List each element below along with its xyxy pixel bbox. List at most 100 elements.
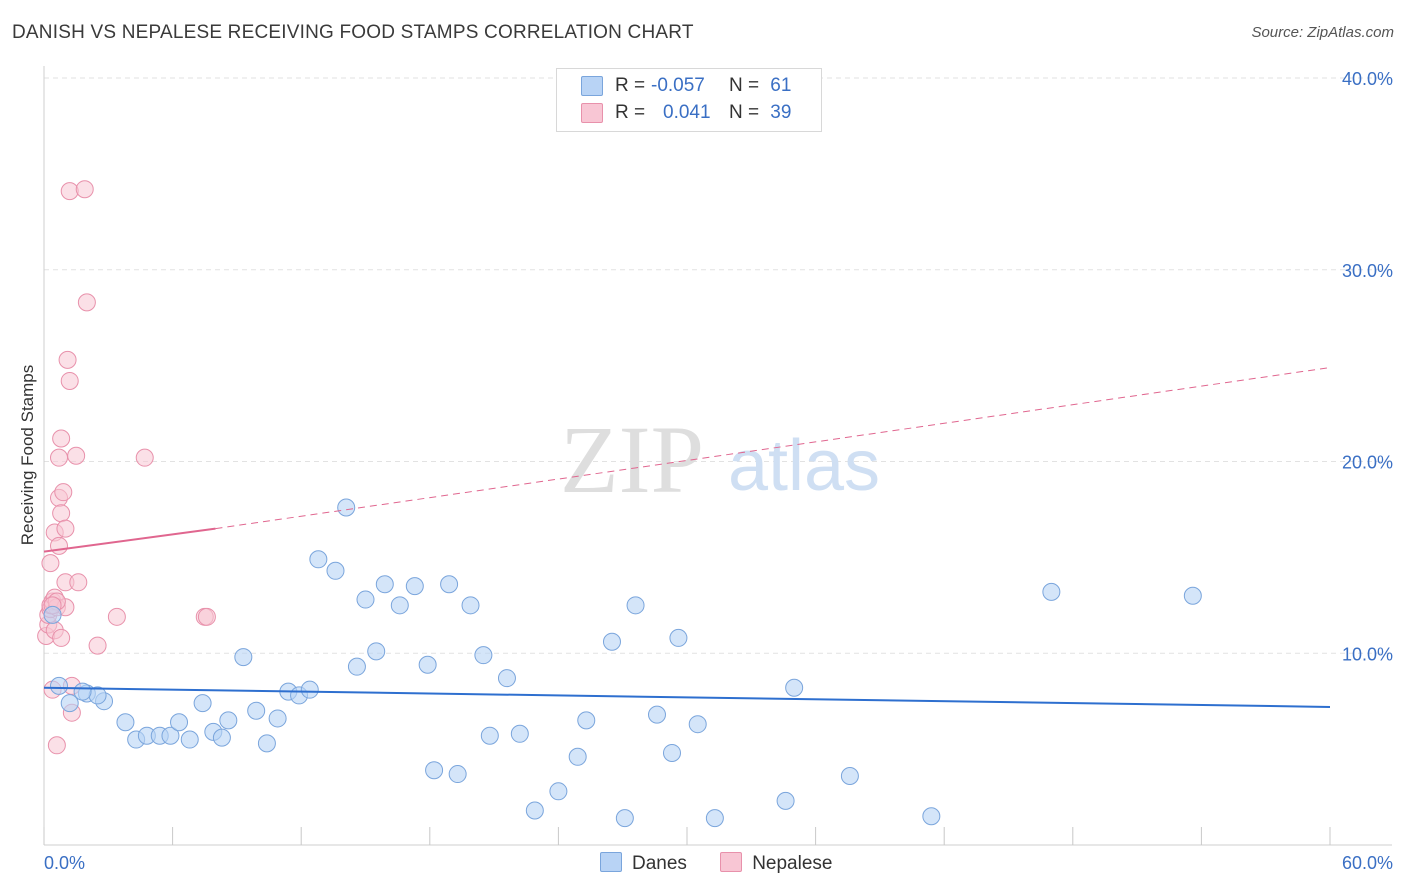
danes-point (268, 709, 287, 728)
nepalese-point (52, 429, 71, 448)
legend-label-danes: Danes (632, 853, 687, 874)
chart-title: DANISH VS NEPALESE RECEIVING FOOD STAMPS… (12, 22, 694, 43)
danes-point (568, 747, 587, 766)
danes-point (116, 713, 135, 732)
r-value: -0.057 (651, 75, 705, 96)
danes-point (1183, 586, 1202, 605)
y-tick-label: 10.0% (1342, 644, 1393, 664)
nepalese-trend-line-dashed (215, 367, 1331, 530)
legend-item-danes: Danes (600, 852, 687, 875)
danes-point (480, 726, 499, 745)
nepalese-point (60, 371, 79, 390)
nepalese-point (69, 573, 88, 592)
danes-point (474, 646, 493, 665)
danes-point (440, 575, 459, 594)
danes-point (326, 561, 345, 580)
danes-point (347, 657, 366, 676)
danes-point (390, 596, 409, 615)
danes-point (448, 765, 467, 784)
nepalese-swatch (720, 852, 743, 872)
correlation-legend: R = -0.057 N = 61 R = 0.041 N = 39 (556, 68, 822, 132)
danes-point (418, 655, 437, 674)
danes-point (425, 761, 444, 780)
danes-swatch (581, 75, 603, 96)
danes-point (461, 596, 480, 615)
nepalese-point (58, 350, 77, 369)
data-points (37, 180, 1202, 828)
danes-point (662, 743, 681, 762)
danes-point (300, 680, 319, 699)
danes-point (337, 498, 356, 517)
nepalese-point (135, 448, 154, 467)
n-value: 61 (770, 75, 792, 96)
danes-point (615, 809, 634, 828)
danes-point (785, 678, 804, 697)
nepalese-point (197, 607, 216, 626)
danes-point (525, 801, 544, 820)
watermark-zip: ZIP (560, 406, 704, 513)
n-label: N = (729, 75, 760, 96)
legend-item-nepalese: Nepalese (720, 852, 832, 875)
danes-point (626, 596, 645, 615)
danes-point (356, 590, 375, 609)
danes-point (73, 682, 92, 701)
r-label: R = (615, 75, 646, 96)
nepalese-swatch (581, 102, 603, 123)
danes-point (549, 782, 568, 801)
nepalese-point (88, 636, 107, 655)
danes-point (840, 766, 859, 785)
y-tick-label: 20.0% (1342, 453, 1393, 473)
nepalese-point (60, 182, 79, 201)
danes-point (367, 642, 386, 661)
danes-point (50, 676, 69, 695)
source-label: Source: ZipAtlas.com (1251, 24, 1394, 41)
danes-point (705, 809, 724, 828)
nepalese-point (67, 446, 86, 465)
x-tick-label: 0.0% (44, 853, 85, 873)
danes-point (776, 791, 795, 810)
nepalese-point (107, 607, 126, 626)
nepalese-point (56, 519, 75, 538)
nepalese-trend-line (43, 527, 216, 553)
danes-point (43, 605, 62, 624)
trend-lines (43, 367, 1331, 708)
series-legend: Danes Nepalese (600, 852, 860, 875)
nepalese-point (52, 628, 71, 647)
danes-point (647, 705, 666, 724)
danes-point (161, 726, 180, 745)
y-tick-label: 40.0% (1342, 69, 1393, 89)
danes-point (405, 577, 424, 596)
gridlines (44, 77, 1392, 654)
danes-point (669, 628, 688, 647)
danes-point (193, 694, 212, 713)
tick-labels: 10.0% 20.0% 30.0% 40.0% 0.0% 60.0% (44, 69, 1393, 873)
nepalese-point (50, 448, 69, 467)
nepalese-point (52, 504, 71, 523)
axes (43, 66, 1392, 846)
danes-point (212, 728, 231, 747)
nepalese-point (54, 483, 73, 502)
nepalese-point (47, 736, 66, 755)
legend-row-danes: R = -0.057 N = 61 (581, 74, 791, 98)
legend-row-nepalese: R = 0.041 N = 39 (581, 101, 791, 125)
n-value: 39 (770, 102, 792, 123)
danes-point (602, 632, 621, 651)
danes-point (497, 669, 516, 688)
danes-swatch (600, 852, 622, 872)
danes-point (170, 713, 189, 732)
y-axis-label: Receiving Food Stamps (18, 364, 37, 546)
nepalese-point (41, 554, 60, 573)
n-label: N = (729, 102, 760, 123)
danes-point (1042, 582, 1061, 601)
danes-point (922, 807, 941, 826)
danes-point (219, 711, 238, 730)
danes-point (234, 648, 253, 667)
legend-label-nepalese: Nepalese (752, 853, 833, 874)
danes-point (375, 575, 394, 594)
danes-trend-line (43, 686, 1331, 708)
danes-point (688, 715, 707, 734)
x-tick-label: 60.0% (1342, 853, 1393, 873)
nepalese-point (75, 180, 94, 199)
r-value: 0.041 (663, 102, 711, 123)
